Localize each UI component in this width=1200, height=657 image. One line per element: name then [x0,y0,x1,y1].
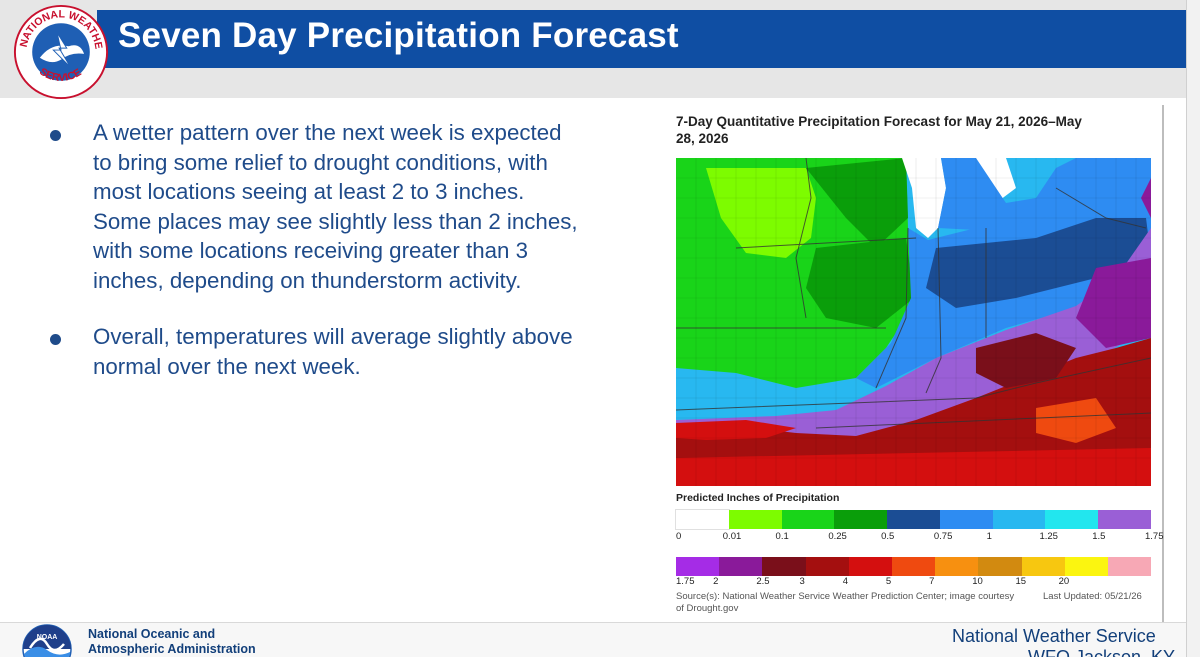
legend-top-swatch [1098,510,1152,529]
legend-top-swatch [939,510,993,529]
header-subband [0,70,1186,98]
legend-bottom-swatch [1064,557,1108,576]
bullet-item: Overall, temperatures will average sligh… [50,322,580,381]
legend-top-swatch [728,510,782,529]
nws-logo-icon: NATIONAL WEATHER SERVICE [13,4,109,100]
footer-nws: National Weather Service [952,626,1156,646]
legend-ticks-bottom: 1.75 2 2.5 3 4 5 7 10 15 20 [676,576,1151,590]
legend-top-swatch [1045,510,1099,529]
legend-top-swatch [992,510,1046,529]
legend-bottom-swatch [676,557,720,576]
legend-top-tick-label: 1.5 [1092,531,1106,542]
legend-bottom-tick-label: 5 [885,576,892,587]
legend-bottom-swatch [719,557,763,576]
legend-bottom-swatch [978,557,1022,576]
legend-bottom-swatch [935,557,979,576]
map-title: 7-Day Quantitative Precipitation Forecas… [676,114,1082,146]
footer [0,622,1186,657]
legend-title: Predicted Inches of Precipitation [676,492,840,504]
legend-top-swatch [675,509,730,530]
legend-bottom-tick-label: 2 [713,576,719,587]
legend-scale-top [675,509,1152,530]
legend-bottom-tick-label: 10 [972,576,983,587]
legend-top-tick-label: 0.25 [828,531,847,542]
window-edge [1186,0,1200,657]
legend-top-tick-label: 1.75 [1145,531,1164,542]
legend-top-tick-label: 0.75 [933,531,953,542]
legend-top-tick-label: 0.1 [775,531,789,542]
title-bar [97,10,1186,68]
legend-bottom-swatch [1021,557,1065,576]
legend-bottom-swatch [891,557,936,576]
legend-bottom-tick-label: 2.5 [756,576,770,587]
noaa-logo-icon: NOAA [22,624,72,657]
legend-top-swatch [887,510,940,529]
bullet-dot-icon [50,130,61,141]
page-title: Seven Day Precipitation Forecast [118,16,679,55]
bullet-text: Overall, temperatures will average sligh… [93,324,573,379]
bullet-dot-icon [50,334,61,345]
legend-scale-bottom [676,557,1152,576]
legend-ticks-top: 0 0.01 0.1 0.25 0.5 0.75 1 1.25 1.5 1.75 [676,531,1164,545]
legend-bottom-swatch [805,557,849,576]
legend-top-tick-label: 1 [986,531,992,542]
legend-top-tick-label: 0 [676,531,682,542]
legend-bottom-swatch [1107,557,1152,576]
bullet-list: A wetter pattern over the next week is e… [50,118,580,408]
legend-bottom-swatch [848,557,892,576]
legend-bottom-tick-label: 20 [1058,576,1070,587]
legend-top-tick-label: 0.01 [722,531,742,542]
legend-top-swatch [834,510,888,529]
legend-top-tick-label: 0.5 [881,531,895,542]
legend-bottom-tick-label: 15 [1015,576,1027,587]
svg-text:SERVICE: SERVICE [37,66,83,84]
bullet-item: A wetter pattern over the next week is e… [50,118,580,295]
noaa-line-1: National Oceanic and [88,627,216,641]
legend-bottom-tick-label: 1.75 [676,576,695,587]
map-source: Source(s): National Weather Service Weat… [676,591,1015,614]
noaa-line-2: Atmospheric Administration [88,642,256,656]
precipitation-map [676,158,1151,486]
footer-office: WFO Jackson, KY [1028,647,1176,657]
legend-bottom-tick-label: 7 [929,576,935,587]
legend-bottom-tick-label: 3 [799,576,805,587]
legend-bottom-tick-label: 4 [842,576,849,587]
noaa-logo-text: NOAA [37,634,58,641]
noaa-name: National Oceanic and Atmospheric Adminis… [88,627,256,657]
legend-bottom-swatch [762,557,806,576]
bullet-text: A wetter pattern over the next week is e… [93,120,578,293]
legend-top-swatch [781,510,835,529]
legend-top-tick-label: 1.25 [1039,531,1058,542]
map-updated: Last Updated: 05/21/26 [1043,591,1142,602]
